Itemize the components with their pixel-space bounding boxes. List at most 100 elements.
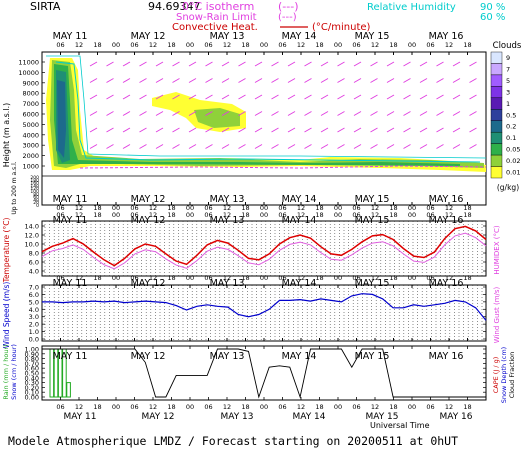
bottom-day-0: MAY 11	[63, 412, 96, 422]
coord-label: 94.69347	[148, 0, 201, 13]
precip-ytick-9: 0.10	[25, 389, 39, 397]
cloud-low-hour-tick-17: 12	[371, 204, 379, 212]
wind-barb	[106, 144, 114, 149]
wind-barb	[337, 127, 345, 133]
wind-axis-hour-tick-19: 00	[408, 274, 416, 282]
wind-barb	[403, 144, 411, 149]
wind-barb	[89, 111, 98, 116]
wind-barb	[287, 144, 296, 149]
rain-bar-4	[66, 382, 71, 398]
wind-barb	[188, 61, 197, 67]
wind-axis-hour-tick-6: 18	[167, 274, 175, 282]
wind-barb	[188, 111, 197, 116]
colorbar-swatch-9	[490, 154, 503, 167]
wind-axis-hour-tick-14: 18	[315, 274, 323, 282]
precip-ytick-4: 0.60	[25, 365, 39, 373]
wind-barb	[436, 78, 444, 83]
wind-barb	[188, 78, 197, 83]
cloud-ytick-4: 7000	[22, 100, 39, 108]
wind-barb	[337, 94, 345, 100]
precip-panel: 1.000.900.800.700.600.500.400.300.200.10…	[25, 345, 487, 422]
temp-axis-hour-tick-3: 00	[112, 211, 120, 219]
cloud-hour-tick-11: 00	[260, 41, 268, 49]
wind-barb	[172, 144, 180, 149]
wind-barb	[139, 78, 147, 83]
wind-barb	[238, 111, 246, 116]
wind-axis-hour-tick-2: 18	[93, 274, 101, 282]
precip-hour-tick-22: 18	[463, 403, 471, 411]
wind-barb	[353, 61, 362, 67]
temp-axis-hour-tick-20: 06	[426, 211, 434, 219]
cloud-hour-tick-15: 00	[334, 41, 342, 49]
wind-axis-day-label-1: MAY 12	[131, 278, 166, 289]
precip-ylabel2: Snow (cm / hour)	[10, 344, 18, 400]
precip-day-label-2: MAY 13	[210, 351, 245, 362]
temp-axis-hour-tick-19: 00	[408, 211, 416, 219]
wind-barb	[436, 127, 444, 133]
cloud-low-hour-tick-20: 06	[426, 204, 434, 212]
wind-axis-day-label-0: MAY 11	[53, 278, 88, 289]
wind-barb	[403, 127, 411, 133]
wind-axis-day-label-5: MAY 16	[429, 278, 464, 289]
rh-90: 90 %	[480, 2, 505, 13]
colorbar-swatch-6	[490, 120, 503, 133]
precip-ytick-6: 0.40	[25, 374, 39, 382]
wind-barb	[304, 127, 312, 133]
site-label: SIRTA	[30, 0, 61, 13]
precip-hour-tick-3: 00	[112, 403, 120, 411]
cloud-low-hour-tick-19: 00	[408, 204, 416, 212]
temp-ylabel-right: HUMIDEX (°C)	[493, 225, 501, 274]
temp-axis-day-label-2: MAY 13	[210, 215, 245, 226]
temp-axis-hour-tick-8: 06	[204, 211, 212, 219]
colorbar-swatch-7	[490, 131, 503, 144]
cloud-panel: 1100010000900080007000600050004000300020…	[18, 31, 487, 212]
wind-ylabel-right: Wind Gust (m/s)	[493, 286, 501, 343]
cloud-low-ytick-9: 20	[33, 200, 39, 206]
wind-ytick-2: 5.0	[29, 298, 39, 306]
wind-axis-hour-tick-22: 18	[463, 274, 471, 282]
precip-hour-tick-18: 18	[389, 403, 397, 411]
cloud-low-hour-tick-13: 12	[297, 204, 305, 212]
wind-barb	[469, 111, 477, 116]
wind-barb	[205, 78, 213, 83]
precip-day-label-4: MAY 15	[355, 351, 390, 362]
cloud-day-label-4: MAY 15	[355, 31, 390, 42]
precip-hour-tick-5: 12	[149, 403, 157, 411]
wind-barb	[221, 94, 230, 100]
wind-barb	[287, 78, 296, 83]
colorbar-tick-9: 0.02	[506, 157, 520, 165]
wind-barb	[287, 94, 296, 100]
wind-barb	[320, 111, 329, 116]
wind-ylabel: Wind Speed (m/s)	[2, 282, 11, 349]
wind-barb	[304, 78, 312, 83]
wind-ytick-4: 3.0	[29, 313, 39, 321]
cloud-hour-tick-21: 12	[445, 41, 453, 49]
wind-barb	[337, 61, 345, 67]
wind-axis-hour-tick-13: 12	[297, 274, 305, 282]
precip-hour-tick-7: 00	[186, 403, 194, 411]
wind-barb	[106, 111, 114, 116]
cloud-low-hour-tick-11: 00	[260, 204, 268, 212]
cloud-ytick-6: 5000	[22, 121, 39, 129]
wind-barb	[419, 78, 428, 83]
precip-hour-tick-10: 18	[241, 403, 249, 411]
wind-axis-day-label-2: MAY 13	[210, 278, 245, 289]
temp-axis-hour-tick-18: 18	[389, 211, 397, 219]
wind-barb	[122, 144, 131, 149]
wind-barb	[403, 61, 411, 67]
precip-ytick-10: 0.00	[25, 394, 39, 402]
isotherm-line	[79, 165, 487, 169]
mid-cloud-inner	[194, 108, 240, 128]
cloud-ytick-3: 8000	[22, 90, 39, 98]
wind-barb	[155, 78, 164, 83]
wind-barb	[452, 144, 461, 149]
wind-barb	[304, 61, 312, 67]
temp-axis-hour-tick-9: 12	[223, 211, 231, 219]
cloud-low-day-label-3: MAY 14	[282, 194, 317, 205]
wind-barb	[221, 127, 230, 133]
cloud-low-ytick-6: 80	[33, 192, 39, 198]
wind-barb	[320, 127, 329, 133]
cloud-day-label-1: MAY 12	[131, 31, 166, 42]
wind-axis-hour-tick-21: 12	[445, 274, 453, 282]
cloud-ytick-2: 9000	[22, 79, 39, 87]
